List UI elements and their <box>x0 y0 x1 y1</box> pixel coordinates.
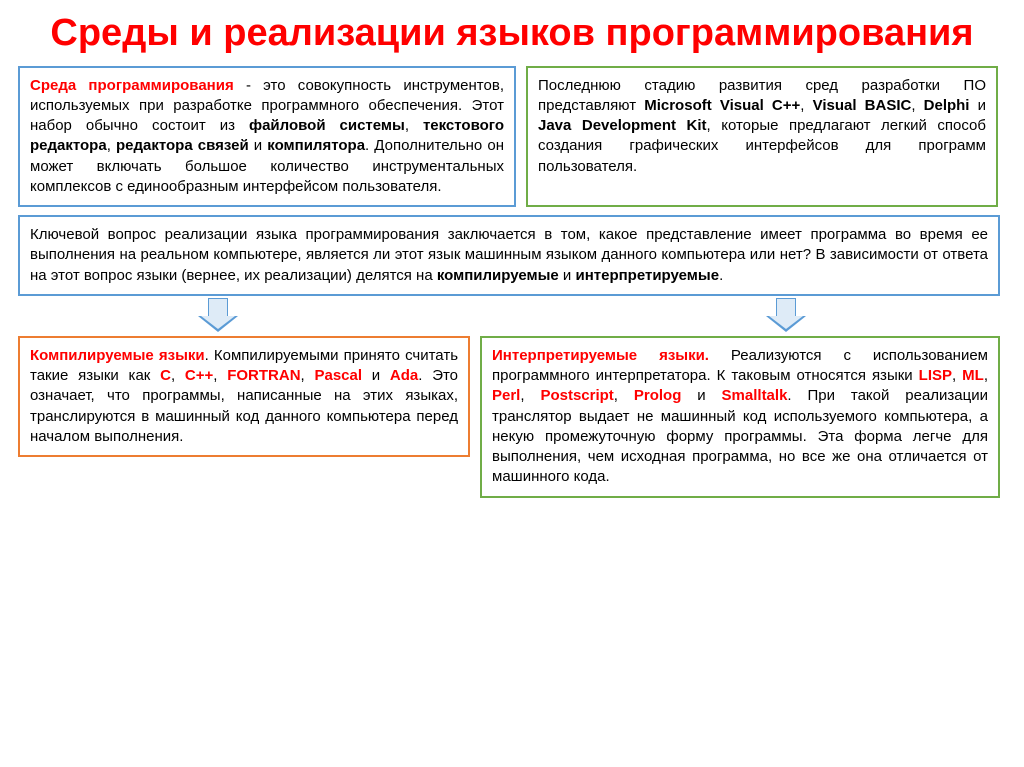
text: и <box>681 387 721 404</box>
lang: C++ <box>185 367 213 384</box>
term: интерпретируемые <box>575 267 719 284</box>
text: и <box>559 267 576 284</box>
arrows-row <box>18 298 1006 332</box>
text: и <box>249 137 268 154</box>
text: , <box>520 387 540 404</box>
lang: FORTRAN <box>227 367 300 384</box>
text: . <box>719 267 723 284</box>
box-key-question: Ключевой вопрос реализации языка програм… <box>18 215 1000 296</box>
box-compiled: Компилируемые языки. Компилируемыми прин… <box>18 336 470 457</box>
box-ides: Последнюю стадию развития сред разработк… <box>526 66 998 208</box>
box-interpreted: Интерпретируемые языки. Реализуются с ис… <box>480 336 1000 498</box>
text: , <box>614 387 634 404</box>
text: , <box>800 97 812 114</box>
term: Visual BASIC <box>813 97 912 114</box>
term: файловой системы <box>249 117 405 134</box>
text: , <box>952 367 962 384</box>
page-title: Среды и реализации языков программирован… <box>18 12 1006 56</box>
lang: LISP <box>919 367 952 384</box>
top-row: Среда программирования - это совокупност… <box>18 66 1006 208</box>
lead-term: Интерпретируемые языки. <box>492 347 709 364</box>
text: , <box>911 97 923 114</box>
term: компилируемые <box>437 267 559 284</box>
bottom-row: Компилируемые языки. Компилируемыми прин… <box>18 336 1006 498</box>
text: , <box>107 137 116 154</box>
text: , <box>405 117 423 134</box>
lang: ML <box>962 367 984 384</box>
lang: Prolog <box>634 387 682 404</box>
lead-term: Среда программирования <box>30 77 234 94</box>
text: , <box>171 367 185 384</box>
lang: Smalltalk <box>722 387 788 404</box>
arrow-left-icon <box>198 298 238 332</box>
lang: Postscript <box>540 387 613 404</box>
lang: Ada <box>390 367 418 384</box>
arrow-right-icon <box>766 298 806 332</box>
term: Microsoft Visual C++ <box>644 97 800 114</box>
box-definition: Среда программирования - это совокупност… <box>18 66 516 208</box>
text: и <box>362 367 390 384</box>
term: редактора связей <box>116 137 249 154</box>
text: , <box>301 367 315 384</box>
term: Delphi <box>924 97 970 114</box>
lang: Perl <box>492 387 520 404</box>
text: , <box>213 367 227 384</box>
lang: Pascal <box>314 367 362 384</box>
term: компилятора <box>267 137 365 154</box>
text: и <box>969 97 986 114</box>
lead-term: Компилируемые языки <box>30 347 205 364</box>
term: Java Development Kit <box>538 117 707 134</box>
lang: C <box>160 367 171 384</box>
text: , <box>984 367 988 384</box>
